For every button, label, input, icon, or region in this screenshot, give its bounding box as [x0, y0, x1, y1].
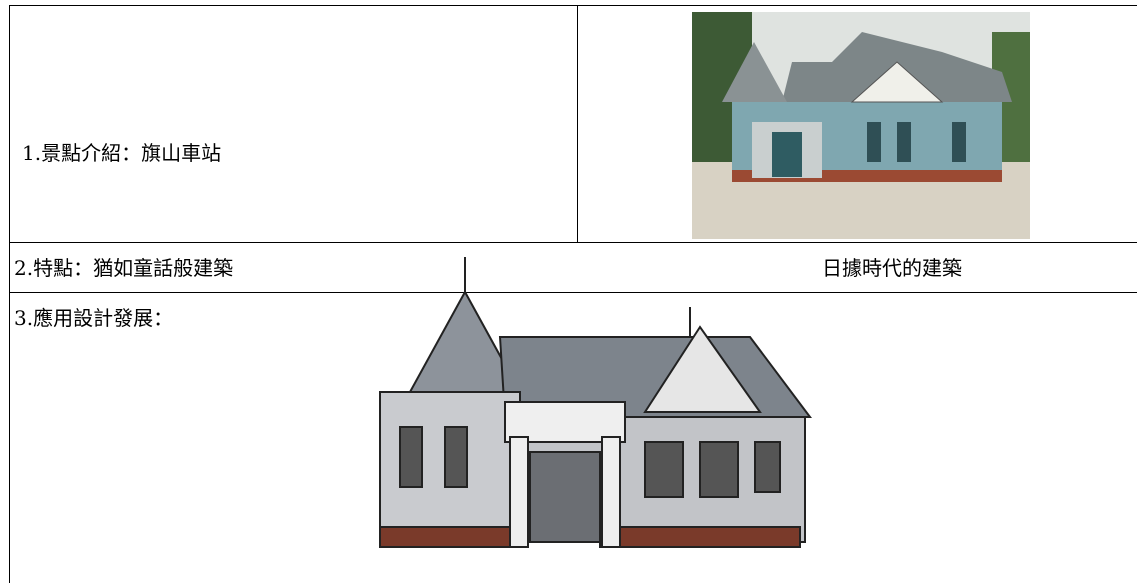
row-text: 日據時代的建築: [822, 256, 962, 280]
row-text: 1.景點介紹：旗山車站: [22, 141, 222, 165]
row-text: 3.應用設計發展：: [14, 306, 174, 330]
row-text: 2.特點：猶如童話般建築: [14, 256, 234, 280]
table-border: [9, 292, 1137, 293]
station-sketch: [379, 257, 812, 548]
table-border: [9, 242, 1137, 243]
table-border: [577, 5, 578, 243]
table-border: [9, 5, 1137, 6]
table-border: [9, 5, 10, 583]
station-photo: [692, 12, 1030, 239]
